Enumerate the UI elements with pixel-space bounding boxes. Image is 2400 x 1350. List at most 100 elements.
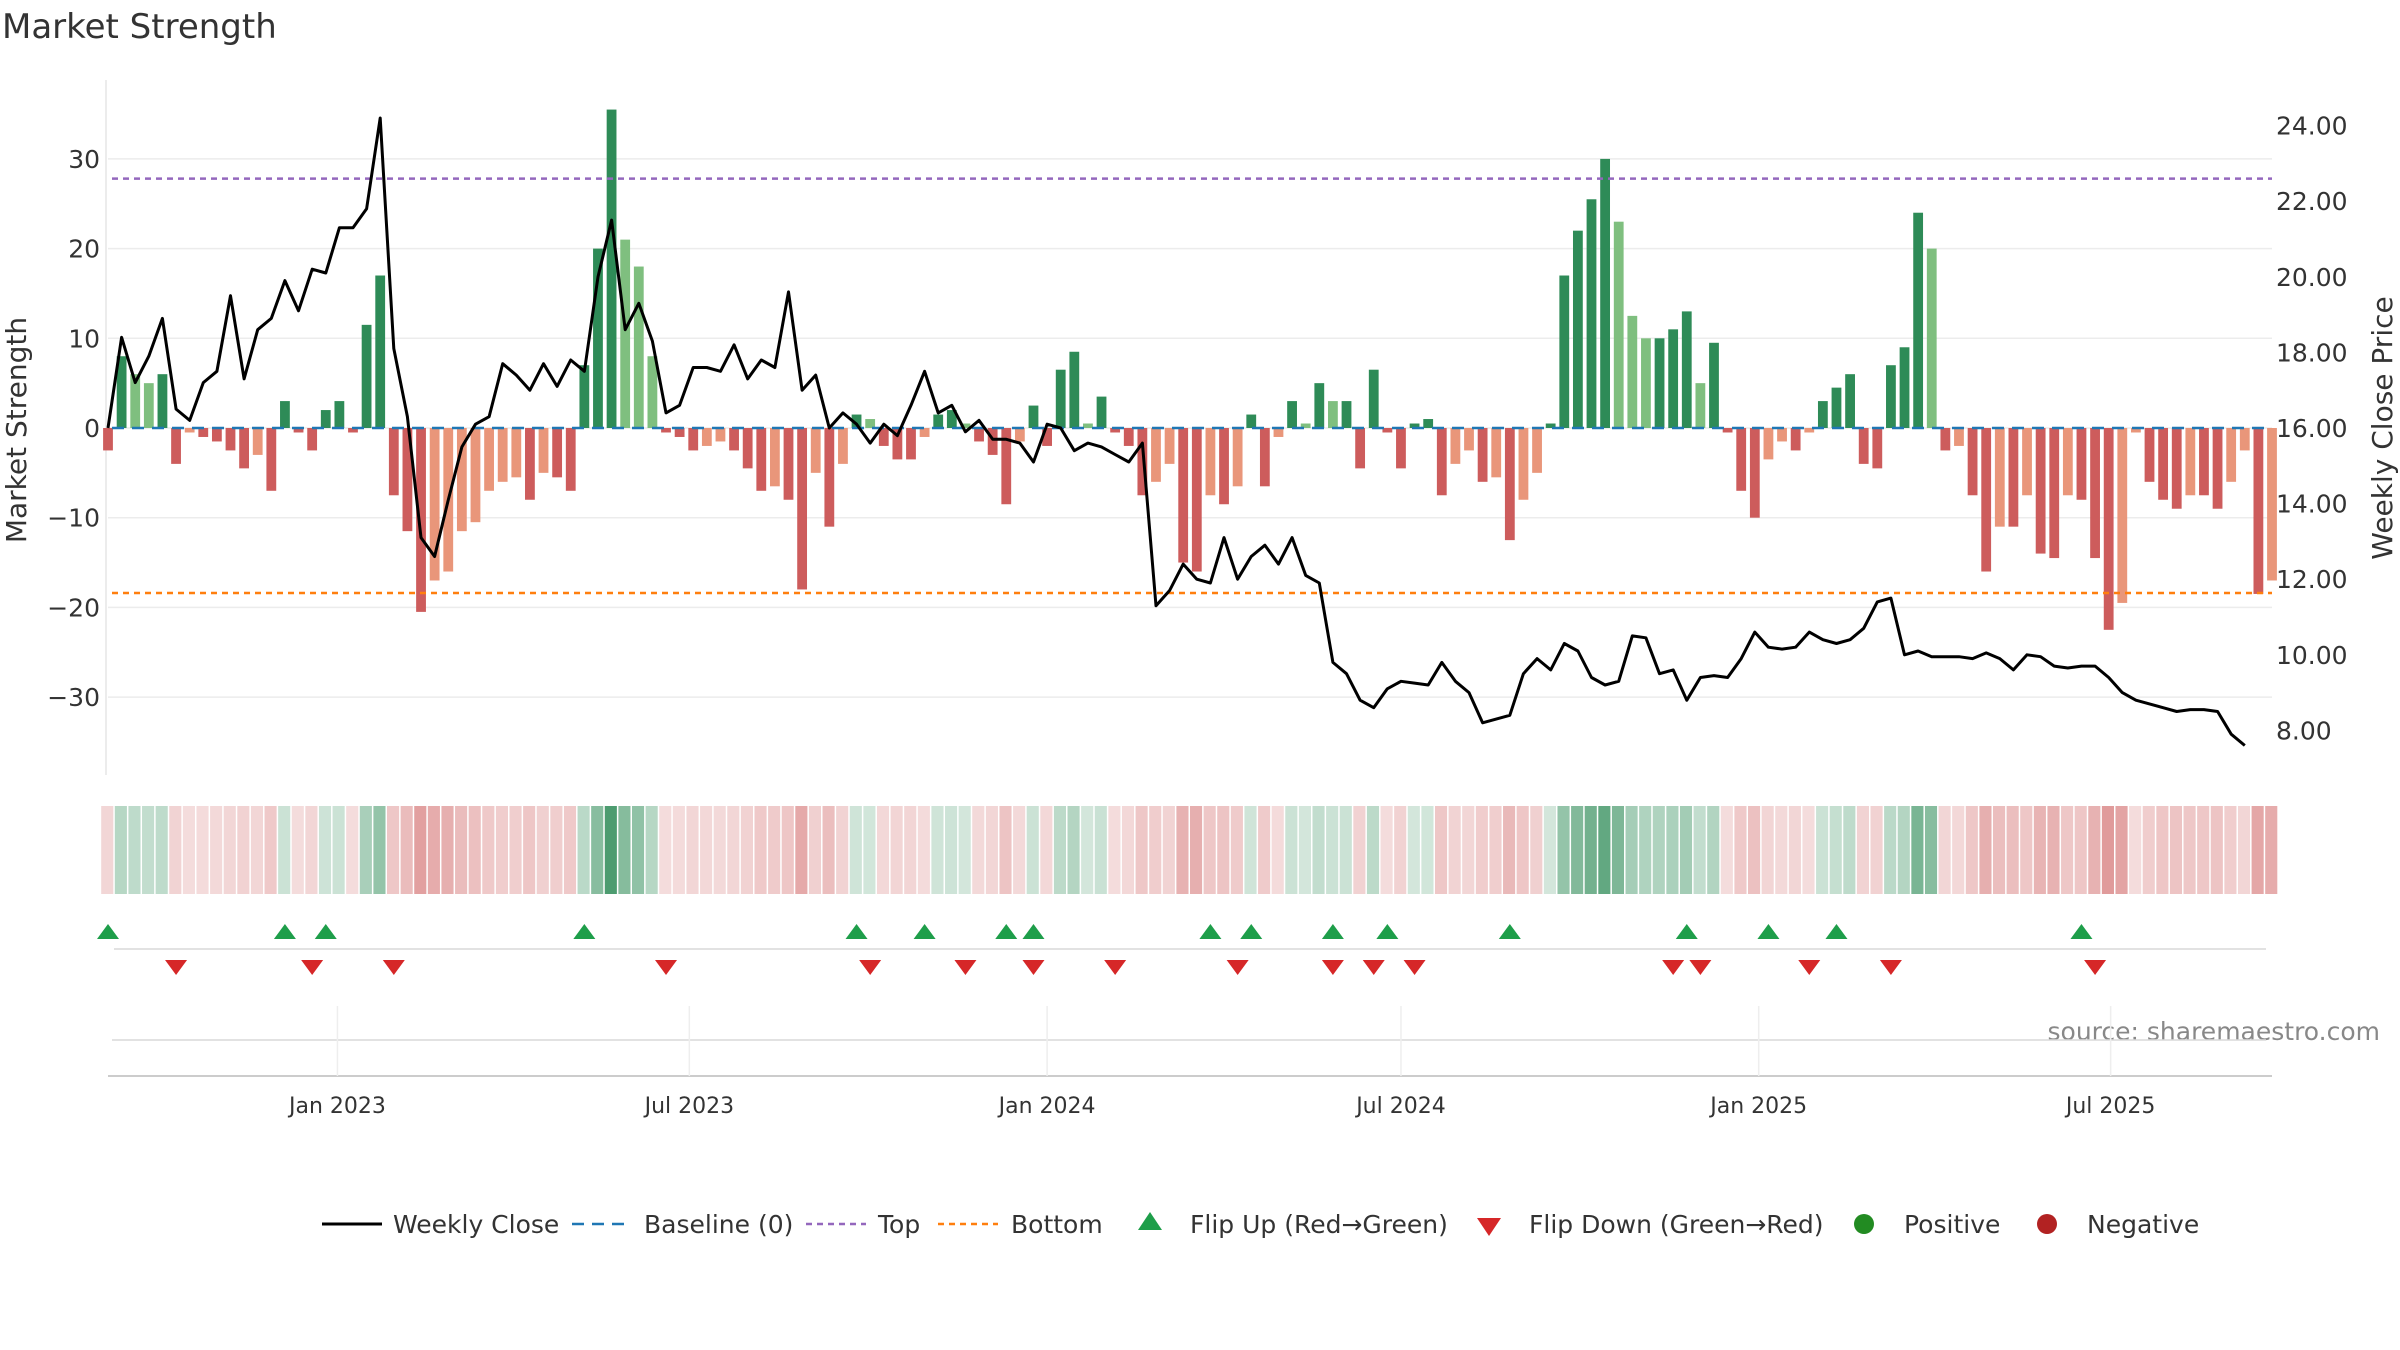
flip-down-marker: [301, 960, 324, 975]
strength-heat-strip: [101, 806, 2278, 894]
strength-bar: [810, 428, 821, 473]
legend-label: Bottom: [1011, 1210, 1103, 1239]
y-right-tick-label: 8.00: [2276, 716, 2332, 745]
heat-cell: [2197, 806, 2210, 894]
strength-bar: [1083, 423, 1093, 428]
strength-bar: [320, 410, 331, 428]
heat-cell: [223, 806, 236, 894]
heat-cell: [1230, 806, 1243, 894]
flip-up-marker: [1757, 924, 1780, 939]
strength-bar: [1246, 414, 1257, 428]
strength-bar: [252, 428, 263, 455]
heat-cell: [631, 806, 645, 894]
chart-title: Market Strength: [2, 7, 277, 47]
heat-cell: [754, 806, 767, 894]
strength-bar: [1749, 428, 1760, 518]
heat-cell: [1203, 806, 1216, 894]
heat-cell: [1516, 806, 1529, 894]
flip-up-marker: [97, 924, 119, 939]
strength-bar: [946, 410, 957, 428]
heat-cell: [1271, 806, 1284, 894]
heat-cell: [1992, 806, 2006, 894]
strength-bar: [2117, 428, 2128, 603]
strength-bar: [1001, 428, 1012, 505]
heat-cell: [1952, 806, 1965, 894]
flip-down-marker: [1104, 960, 1127, 975]
heat-cell: [2006, 806, 2019, 894]
strength-bar: [1368, 369, 1379, 428]
strength-bar: [2199, 428, 2209, 496]
heat-cell: [1843, 806, 1856, 894]
x-axis: Jan 2023 Jul 2023 Jan 2024 Jul 2024 Jan 2025…: [108, 1006, 2272, 1119]
heat-cell: [999, 806, 1012, 894]
heat-cell: [563, 806, 577, 894]
strength-bar: [661, 428, 671, 433]
strength-bar: [429, 428, 440, 581]
strength-bar: [565, 428, 576, 491]
y-left-tick-label: 0: [84, 414, 100, 443]
strength-bar: [1681, 311, 1692, 428]
strength-bar: [1940, 428, 1951, 451]
strength-bar: [1586, 199, 1597, 428]
strength-bar: [2008, 428, 2019, 527]
heat-cell: [2183, 806, 2196, 894]
weekly-close-series: [106, 116, 2246, 747]
y-left-tick-label: 30: [68, 145, 100, 174]
strength-bar: [960, 423, 971, 428]
strength-bar: [1845, 374, 1855, 428]
heat-cell: [1244, 806, 1257, 894]
heat-cell: [468, 806, 481, 894]
heat-cell: [1625, 806, 1638, 894]
heat-cell: [1421, 806, 1434, 894]
heat-cell: [2033, 806, 2046, 894]
strength-bar: [2185, 428, 2196, 496]
heat-cell: [1176, 806, 1189, 894]
legend-flip-up-swatch: [1138, 1212, 1162, 1230]
strength-bar: [1191, 428, 1202, 572]
heat-cell: [278, 806, 291, 894]
heat-cell: [1094, 806, 1107, 894]
strength-bar: [1219, 428, 1229, 505]
strength-bar: [1355, 428, 1366, 469]
strength-bar: [1232, 428, 1243, 487]
heat-cell: [155, 806, 168, 894]
strength-bar: [1396, 428, 1406, 469]
flip-up-marker: [573, 924, 596, 939]
strength-bar: [130, 374, 141, 428]
heat-cell: [1448, 806, 1461, 894]
heat-cell: [1584, 806, 1597, 894]
heat-cell: [482, 806, 495, 894]
strength-bar: [933, 414, 944, 428]
heat-cell: [1162, 806, 1175, 894]
heat-cell: [427, 806, 440, 894]
y-right-axis-label: Weekly Close Price: [2366, 296, 2399, 559]
heat-cell: [618, 806, 631, 894]
strength-bar: [1014, 428, 1025, 442]
heat-cell: [1652, 806, 1665, 894]
strength-bar: [225, 428, 236, 451]
flip-up-marker: [1498, 924, 1521, 939]
strength-bar: [1491, 428, 1502, 478]
strength-bar: [2253, 428, 2264, 594]
heat-cell: [1543, 806, 1556, 894]
flip-down-marker: [1662, 960, 1685, 975]
strength-bar: [1695, 383, 1706, 428]
strength-bar: [1382, 428, 1393, 433]
heat-cell: [1734, 806, 1747, 894]
flip-up-marker: [845, 924, 868, 939]
heat-cell: [1108, 806, 1121, 894]
strength-bar: [1572, 230, 1583, 428]
heat-cell: [1829, 806, 1842, 894]
legend-dot-swatch: [2037, 1214, 2057, 1234]
strength-bar: [593, 248, 603, 428]
heat-cell: [2074, 806, 2087, 894]
flip-up-marker: [314, 924, 337, 939]
legend-label: Top: [877, 1210, 920, 1239]
flip-down-marker: [859, 960, 882, 975]
strength-bar: [838, 428, 848, 464]
heat-cell: [1339, 806, 1352, 894]
strength-bar: [1464, 428, 1474, 451]
heat-cell: [1121, 806, 1135, 894]
heat-cell: [1190, 806, 1203, 894]
strength-bar: [742, 428, 753, 469]
